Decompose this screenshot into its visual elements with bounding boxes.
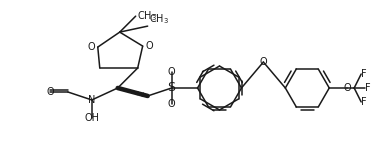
Text: F: F <box>361 97 367 107</box>
Text: F: F <box>365 83 371 93</box>
Text: O: O <box>168 99 175 109</box>
Text: O: O <box>168 67 175 77</box>
Text: N: N <box>88 95 95 105</box>
Text: OH: OH <box>84 113 99 123</box>
Text: CH$_3$: CH$_3$ <box>149 12 169 26</box>
Text: O: O <box>146 41 153 51</box>
Text: O: O <box>46 87 54 97</box>
Text: O: O <box>260 57 267 67</box>
Text: O: O <box>87 42 95 52</box>
Text: F: F <box>361 69 367 79</box>
Text: O: O <box>344 83 351 93</box>
Text: CH$_3$: CH$_3$ <box>137 9 157 23</box>
Text: S: S <box>168 81 175 95</box>
